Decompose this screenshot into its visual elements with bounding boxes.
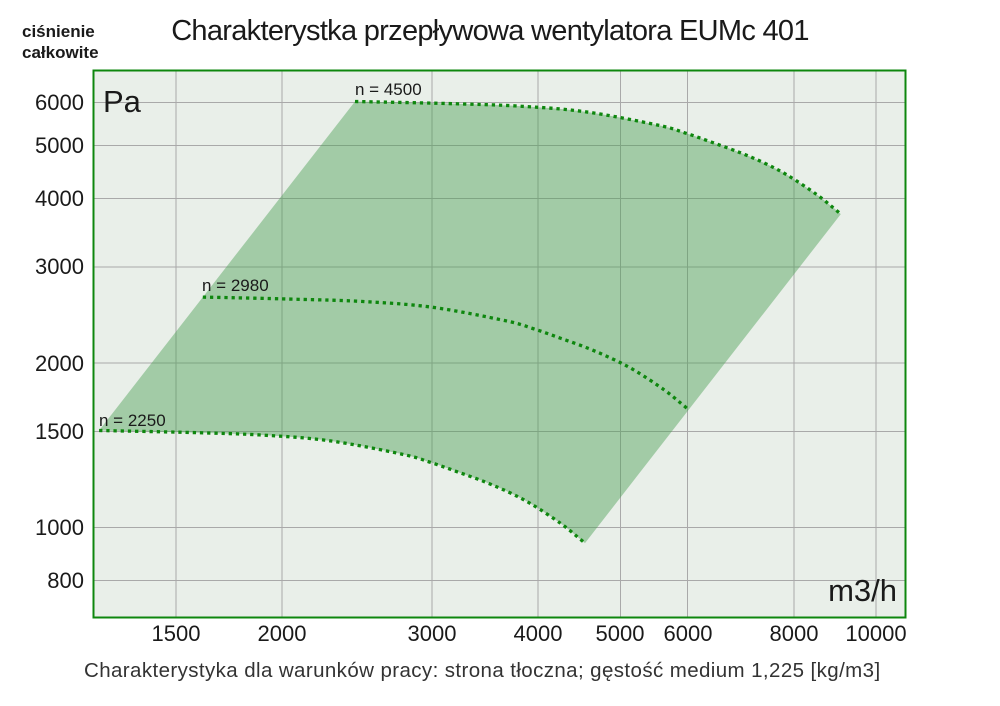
svg-text:Charakterystka przepływowa wen: Charakterystka przepływowa wentylatora E… xyxy=(171,15,809,47)
svg-text:6000: 6000 xyxy=(35,90,84,115)
svg-text:4000: 4000 xyxy=(35,186,84,211)
svg-text:3000: 3000 xyxy=(408,621,457,646)
svg-text:2000: 2000 xyxy=(35,351,84,376)
svg-text:1000: 1000 xyxy=(35,515,84,540)
svg-text:całkowite: całkowite xyxy=(22,43,99,62)
svg-text:n = 2250: n = 2250 xyxy=(99,411,166,430)
svg-text:6000: 6000 xyxy=(664,621,713,646)
svg-text:8000: 8000 xyxy=(770,621,819,646)
svg-text:Charakterystyka dla warunków p: Charakterystyka dla warunków pracy: stro… xyxy=(84,659,881,682)
svg-text:n = 2980: n = 2980 xyxy=(202,276,269,295)
svg-text:800: 800 xyxy=(47,568,84,593)
svg-text:ciśnienie: ciśnienie xyxy=(22,22,95,41)
svg-text:m3/h: m3/h xyxy=(828,573,897,608)
svg-text:4000: 4000 xyxy=(514,621,563,646)
svg-text:Pa: Pa xyxy=(103,84,142,119)
svg-text:10000: 10000 xyxy=(845,621,906,646)
svg-text:1500: 1500 xyxy=(35,419,84,444)
svg-text:5000: 5000 xyxy=(596,621,645,646)
svg-text:2000: 2000 xyxy=(258,621,307,646)
svg-text:5000: 5000 xyxy=(35,133,84,158)
svg-text:n = 4500: n = 4500 xyxy=(355,80,422,99)
svg-text:1500: 1500 xyxy=(152,621,201,646)
svg-text:3000: 3000 xyxy=(35,254,84,279)
